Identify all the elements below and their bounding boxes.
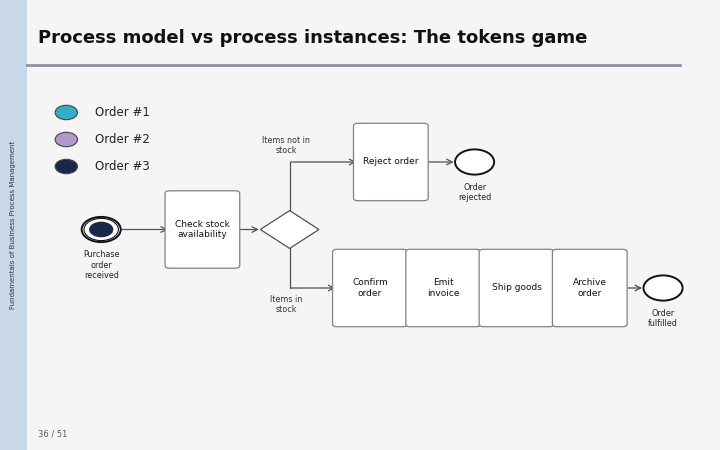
FancyBboxPatch shape — [406, 249, 480, 327]
Text: Order #1: Order #1 — [95, 106, 150, 119]
Text: Archive
order: Archive order — [572, 278, 607, 298]
Circle shape — [55, 105, 78, 120]
Text: Fundamentals of Business Process Management: Fundamentals of Business Process Managem… — [10, 141, 17, 309]
Polygon shape — [261, 211, 319, 248]
Circle shape — [55, 132, 78, 147]
Circle shape — [644, 275, 683, 301]
Circle shape — [84, 218, 118, 241]
Text: Process model vs process instances: The tokens game: Process model vs process instances: The … — [38, 29, 588, 47]
Text: Emit
invoice: Emit invoice — [427, 278, 459, 298]
Circle shape — [89, 222, 113, 237]
FancyBboxPatch shape — [552, 249, 627, 327]
Text: Purchase
order
received: Purchase order received — [83, 250, 120, 280]
Circle shape — [55, 159, 78, 174]
FancyBboxPatch shape — [333, 249, 408, 327]
Text: Check stock
availability: Check stock availability — [175, 220, 230, 239]
Text: Ship goods: Ship goods — [492, 284, 541, 292]
FancyBboxPatch shape — [479, 249, 554, 327]
Text: 36 / 51: 36 / 51 — [38, 430, 68, 439]
Text: Reject order: Reject order — [363, 158, 418, 166]
FancyBboxPatch shape — [0, 0, 27, 450]
FancyBboxPatch shape — [165, 191, 240, 268]
Circle shape — [455, 149, 494, 175]
Text: Items not in
stock: Items not in stock — [262, 136, 310, 155]
Text: Order
fulfilled: Order fulfilled — [648, 309, 678, 328]
Text: Order #2: Order #2 — [95, 133, 150, 146]
FancyBboxPatch shape — [354, 123, 428, 201]
Text: Confirm
order: Confirm order — [352, 278, 388, 298]
Text: Order
rejected: Order rejected — [458, 183, 491, 202]
Text: Order #3: Order #3 — [95, 160, 150, 173]
Text: Items in
stock: Items in stock — [270, 295, 302, 314]
Circle shape — [81, 217, 121, 242]
